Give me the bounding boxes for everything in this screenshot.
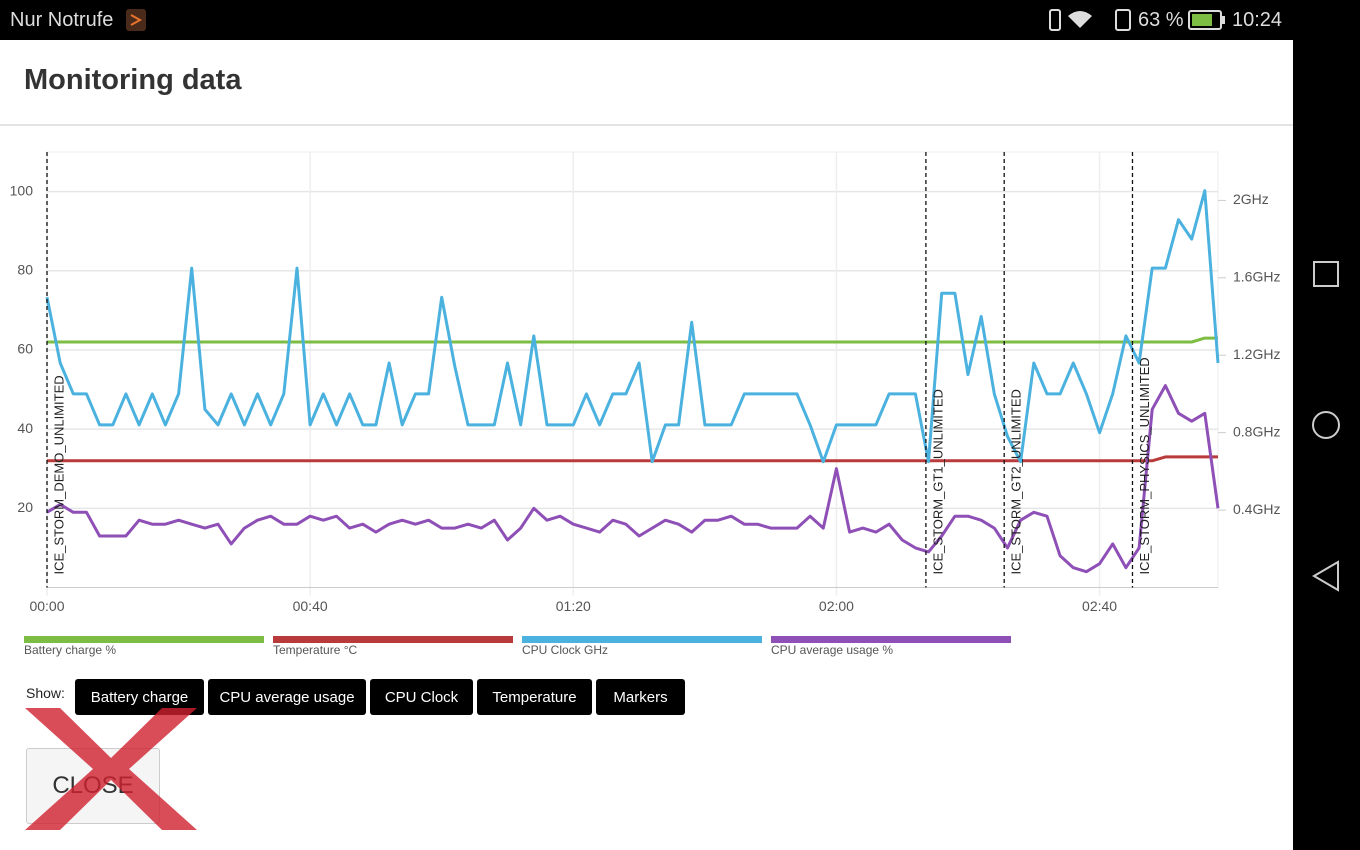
marker-label: ICE_STORM_GT2_UNLIMITED <box>1009 389 1024 574</box>
legend-swatch <box>24 636 264 643</box>
legend-label: CPU Clock GHz <box>522 643 608 657</box>
marker-label: ICE_STORM_DEMO_UNLIMITED <box>51 375 66 574</box>
y-tick-label: 20 <box>17 499 33 515</box>
app-icon <box>126 9 146 31</box>
back-button[interactable] <box>1312 560 1339 592</box>
x-tick-label: 01:20 <box>556 598 591 614</box>
chart: 20 40 60 80 100 0.4GHz 0.8GHz 1.2GHz 1.6GHz 2GHz 0… <box>10 151 1280 657</box>
y-tick-label: 40 <box>17 420 33 436</box>
y2-tick-label: 1.2GHz <box>1233 346 1280 362</box>
y2-tick-label: 1.6GHz <box>1233 269 1280 285</box>
nav-bar <box>1312 261 1340 592</box>
series-line <box>47 455 1218 463</box>
separator <box>0 124 1293 126</box>
x-tick-label: 02:00 <box>819 598 854 614</box>
toggle-button[interactable]: Temperature <box>477 679 592 715</box>
series-line <box>47 336 1218 344</box>
plot-frame <box>46 151 1219 588</box>
x-tick-label: 00:40 <box>293 598 328 614</box>
status-icons <box>1049 9 1131 31</box>
legend-swatch <box>522 636 762 643</box>
dialog: Monitoring data 20 40 60 80 100 0.4GHz 0.8GHz 1… <box>0 40 1293 850</box>
toggle-button[interactable]: CPU Clock <box>370 679 473 715</box>
y-tick-label: 80 <box>17 261 33 277</box>
marker-label: ICE_STORM_PHYSICS_UNLIMITED <box>1137 357 1152 574</box>
toggle-button[interactable]: CPU average usage <box>208 679 366 715</box>
show-label: Show: <box>26 685 65 701</box>
clock: 10:24 <box>1232 9 1283 31</box>
dialog-title: Monitoring data <box>24 64 242 96</box>
watermark <box>25 708 197 830</box>
x-tick-label: 02:40 <box>1082 598 1117 614</box>
recent-button[interactable] <box>1313 261 1339 287</box>
toggle-button[interactable]: Markers <box>596 679 685 715</box>
legend-label: Temperature °C <box>273 643 357 657</box>
status-bar: Nur Notrufe 63 % 10:24 <box>0 0 1360 40</box>
battery-percent: 63 % <box>1138 9 1184 31</box>
legend-swatch <box>273 636 513 643</box>
legend-label: CPU average usage % <box>771 643 893 657</box>
legend-swatch <box>771 636 1011 643</box>
carrier: Nur Notrufe <box>10 9 114 31</box>
legend-label: Battery charge % <box>24 643 116 657</box>
y-tick-label: 60 <box>17 341 33 357</box>
y2-tick-label: 2GHz <box>1233 191 1269 207</box>
x-tick-label: 00:00 <box>29 598 64 614</box>
marker-label: ICE_STORM_GT1_UNLIMITED <box>930 389 945 574</box>
home-button[interactable] <box>1312 411 1340 439</box>
y-tick-label: 100 <box>10 182 34 198</box>
battery-icon <box>1188 10 1225 30</box>
series-line <box>46 384 1220 574</box>
y2-tick-label: 0.8GHz <box>1233 423 1280 439</box>
y2-tick-label: 0.4GHz <box>1233 501 1280 517</box>
series-line <box>45 189 1220 464</box>
